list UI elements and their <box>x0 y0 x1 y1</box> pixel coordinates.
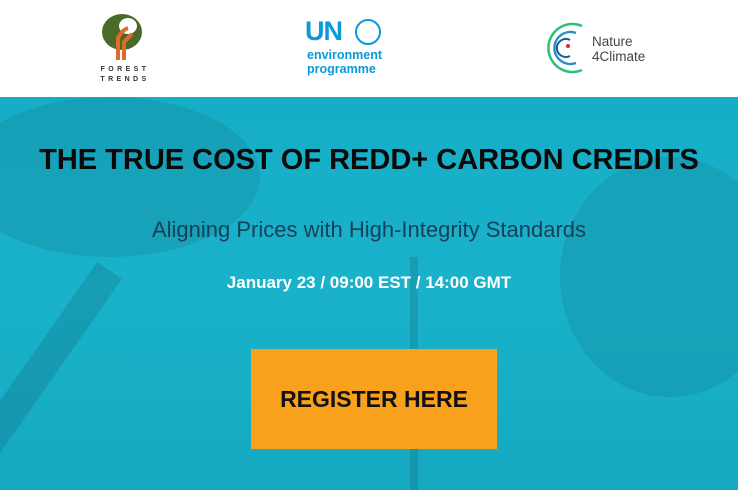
forest-trends-line1: FOREST <box>100 66 150 73</box>
event-subtitle: Aligning Prices with High-Integrity Stan… <box>151 217 587 242</box>
event-banner: THE TRUE COST OF REDD+ CARBON CREDITS Al… <box>0 97 738 490</box>
nature4climate-logo: Nature 4Climate <box>542 20 662 76</box>
background-tree <box>0 261 122 490</box>
event-title: THE TRUE COST OF REDD+ CARBON CREDITS <box>39 144 699 176</box>
unep-line2: programme <box>307 62 376 76</box>
unep-line1: environment <box>307 48 383 62</box>
n4c-line1: Nature <box>592 34 633 49</box>
n4c-line2: 4Climate <box>592 49 646 64</box>
unep-un: UN <box>305 16 343 46</box>
logo-header: FOREST TRENDS UN environment programme N… <box>0 0 738 97</box>
unep-logo: UN environment programme <box>305 16 395 80</box>
tree-icon <box>102 14 142 60</box>
event-date: January 23 / 09:00 EST / 14:00 GMT <box>226 273 512 292</box>
forest-trends-line2: TRENDS <box>100 76 150 83</box>
forest-trends-logo: FOREST TRENDS <box>98 12 152 86</box>
background-foliage <box>0 97 260 257</box>
un-emblem-icon <box>355 19 381 45</box>
n4c-arcs-icon <box>547 22 583 74</box>
n4c-text: Nature 4Climate <box>592 34 645 64</box>
register-button[interactable]: REGISTER HERE <box>251 349 497 449</box>
background-foliage <box>560 157 738 397</box>
